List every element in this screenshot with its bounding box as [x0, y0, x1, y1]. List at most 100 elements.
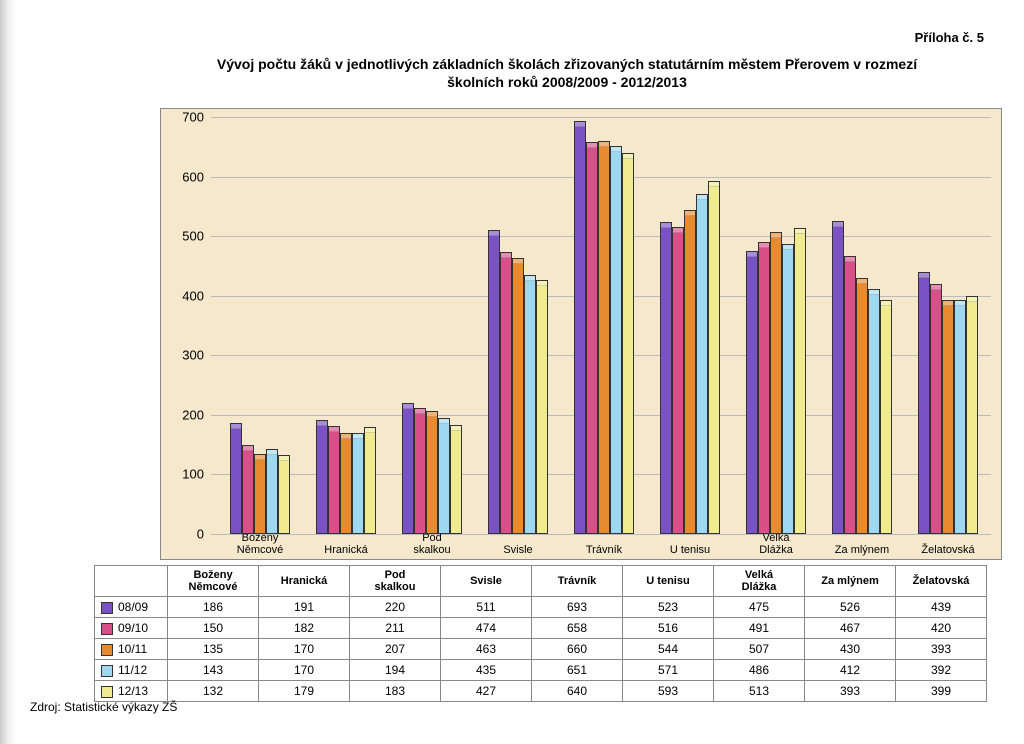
table-cell: 412	[805, 660, 896, 681]
y-axis-label: 0	[169, 527, 204, 542]
x-axis-label: Za mlýnem	[819, 544, 905, 556]
gridline	[211, 534, 991, 535]
table-cell: 191	[259, 597, 350, 618]
table-column-header: Želatovská	[896, 566, 987, 597]
scan-artifact	[0, 0, 16, 744]
bar	[966, 296, 978, 534]
bar	[278, 455, 290, 534]
bar	[954, 300, 966, 534]
table-cell: 640	[532, 681, 623, 702]
table-column-header: Svisle	[441, 566, 532, 597]
table-row: 08/09186191220511693523475526439	[95, 597, 987, 618]
bar	[254, 454, 266, 534]
table-cell: 430	[805, 639, 896, 660]
table-cell: 186	[168, 597, 259, 618]
y-axis-label: 500	[169, 229, 204, 244]
bar	[230, 423, 242, 534]
bar	[684, 210, 696, 534]
table-row: 10/11135170207463660544507430393	[95, 639, 987, 660]
bar	[316, 420, 328, 534]
x-axis-label: Podskalkou	[389, 532, 475, 556]
bar	[266, 449, 278, 534]
bar	[488, 230, 500, 534]
y-axis-label: 400	[169, 288, 204, 303]
table-cell: 427	[441, 681, 532, 702]
bar	[918, 272, 930, 534]
bar	[536, 280, 548, 534]
table-cell: 207	[350, 639, 441, 660]
x-axis-label: Trávník	[561, 544, 647, 556]
table-cell: 513	[714, 681, 805, 702]
bar	[242, 445, 254, 534]
x-axis-label: U tenisu	[647, 544, 733, 556]
table-cell: 660	[532, 639, 623, 660]
title-line-2: školních roků 2008/2009 - 2012/2013	[447, 74, 687, 90]
bar	[340, 433, 352, 534]
table-column-header: U tenisu	[623, 566, 714, 597]
table-cell: 526	[805, 597, 896, 618]
table-cell: 183	[350, 681, 441, 702]
y-axis-label: 100	[169, 467, 204, 482]
series-name: 12/13	[118, 684, 148, 698]
table-cell: 507	[714, 639, 805, 660]
table-cell: 143	[168, 660, 259, 681]
x-axis-label: BoženyNěmcové	[217, 532, 303, 556]
table-cell: 658	[532, 618, 623, 639]
table-cell: 571	[623, 660, 714, 681]
series-label-cell: 10/11	[95, 639, 168, 660]
x-axis-label: Svisle	[475, 544, 561, 556]
chart-frame: 0100200300400500600700BoženyNěmcovéHrani…	[160, 108, 1002, 560]
table-cell: 170	[259, 639, 350, 660]
bar	[880, 300, 892, 534]
bar	[794, 228, 806, 534]
table-cell: 693	[532, 597, 623, 618]
table-cell: 474	[441, 618, 532, 639]
y-axis-label: 200	[169, 407, 204, 422]
bar	[574, 121, 586, 534]
table-header-row: BoženyNěmcovéHranickáPodskalkouSvisleTrá…	[95, 566, 987, 597]
bar	[856, 278, 868, 534]
source-citation: Zdroj: Statistické výkazy ZŠ	[30, 700, 177, 714]
series-name: 10/11	[118, 642, 147, 656]
bar	[942, 300, 954, 534]
bar	[426, 411, 438, 534]
bar	[868, 289, 880, 534]
series-label-cell: 08/09	[95, 597, 168, 618]
series-name: 11/12	[118, 663, 147, 677]
bar	[844, 256, 856, 534]
table-cell: 544	[623, 639, 714, 660]
title-line-1: Vývoj počtu žáků v jednotlivých základní…	[217, 56, 917, 72]
bar	[696, 194, 708, 534]
table-cell: 170	[259, 660, 350, 681]
bar	[832, 221, 844, 534]
table-cell: 220	[350, 597, 441, 618]
legend-swatch	[101, 686, 113, 698]
bar	[438, 418, 450, 534]
table-cell: 463	[441, 639, 532, 660]
table-cell: 475	[714, 597, 805, 618]
series-label-cell: 12/13	[95, 681, 168, 702]
series-label-cell: 11/12	[95, 660, 168, 681]
table-cell: 135	[168, 639, 259, 660]
bar	[708, 181, 720, 534]
table-cell: 439	[896, 597, 987, 618]
bar	[512, 258, 524, 534]
bar	[610, 146, 622, 534]
table-cell: 511	[441, 597, 532, 618]
table-column-header: Za mlýnem	[805, 566, 896, 597]
chart-title: Vývoj počtu žáků v jednotlivých základní…	[150, 55, 984, 91]
plot-area: 0100200300400500600700BoženyNěmcovéHrani…	[211, 117, 991, 534]
table-row: 12/13132179183427640593513393399	[95, 681, 987, 702]
table-corner-cell	[95, 566, 168, 597]
table-cell: 516	[623, 618, 714, 639]
table-cell: 593	[623, 681, 714, 702]
table-column-header: Trávník	[532, 566, 623, 597]
table-column-header: BoženyNěmcové	[168, 566, 259, 597]
bar	[352, 433, 364, 534]
table-cell: 491	[714, 618, 805, 639]
bar	[770, 232, 782, 534]
legend-swatch	[101, 644, 113, 656]
bar	[328, 426, 340, 534]
gridline	[211, 117, 991, 118]
bar	[660, 222, 672, 534]
